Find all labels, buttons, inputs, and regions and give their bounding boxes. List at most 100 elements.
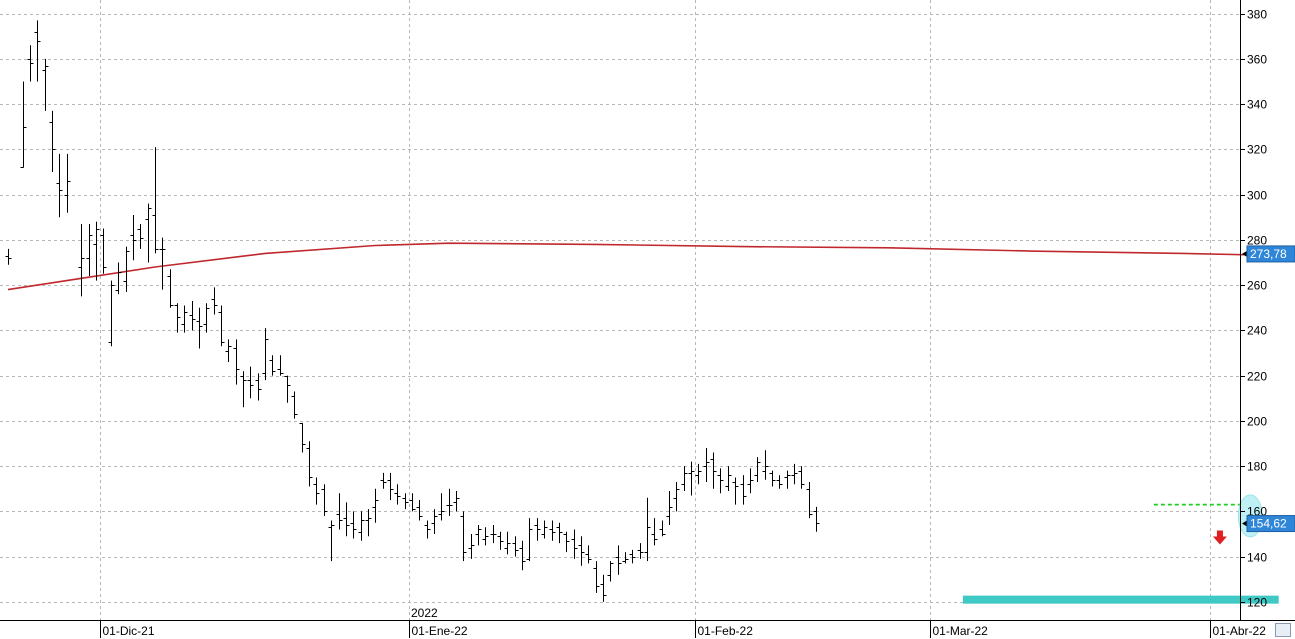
ohlc-bar	[460, 511, 467, 562]
ohlc-bar	[622, 552, 629, 564]
y-tick-label: 380	[1247, 8, 1267, 22]
ohlc-bar	[512, 536, 519, 557]
ohlc-bar	[365, 509, 372, 537]
ohlc-bar	[328, 520, 335, 562]
ohlc-bar	[431, 509, 438, 535]
ohlc-bar	[394, 484, 401, 505]
ohlc-bar	[181, 305, 188, 333]
ohlc-bar	[482, 527, 489, 546]
ohlc-bar	[747, 468, 754, 494]
moving-average-line	[7, 242, 1257, 291]
ohlc-bar	[34, 20, 41, 82]
y-tick-label: 220	[1247, 370, 1267, 384]
ohlc-bar	[247, 366, 254, 399]
ohlc-bar	[615, 545, 622, 575]
ohlc-bar	[526, 518, 533, 562]
ohlc-bar	[277, 355, 284, 376]
ohlc-bar	[769, 470, 776, 487]
ohlc-bar	[416, 500, 423, 521]
x-date-label: 01-Ene-22	[412, 624, 468, 638]
ohlc-bar	[350, 511, 357, 539]
y-tick-label: 280	[1247, 234, 1267, 248]
y-tick-label: 200	[1247, 415, 1267, 429]
ohlc-bar	[225, 339, 232, 363]
ohlc-bar	[593, 561, 600, 593]
ohlc-bar	[240, 371, 247, 408]
ohlc-bar	[666, 491, 673, 525]
ohlc-bar	[651, 518, 658, 546]
ohlc-bar	[468, 534, 475, 559]
ohlc-bar	[784, 470, 791, 489]
ohlc-bar	[358, 511, 365, 541]
ohlc-bar	[629, 549, 636, 564]
ohlc-bar	[64, 153, 71, 213]
ohlc-bar	[372, 488, 379, 523]
ohlc-bar	[211, 287, 218, 315]
ohlc-bar	[313, 477, 320, 505]
ohlc-bar	[269, 355, 276, 376]
ma-value-badge-text: 273,78	[1250, 247, 1287, 261]
ohlc-bar	[806, 481, 813, 519]
ohlc-bar	[49, 110, 56, 172]
ohlc-bar	[42, 58, 49, 111]
ohlc-bar	[93, 221, 100, 281]
price-bars	[5, 20, 820, 602]
ohlc-bar	[732, 477, 739, 505]
ohlc-bar	[490, 524, 497, 544]
ohlc-bar	[387, 472, 394, 501]
last-price-badge-text: 154,62	[1250, 517, 1287, 531]
ohlc-bar	[578, 536, 585, 566]
ohlc-bar	[637, 543, 644, 559]
ohlc-bar	[284, 375, 291, 403]
ohlc-bar	[233, 339, 240, 385]
ma-value-badge	[1246, 245, 1295, 263]
y-tick-label: 140	[1247, 551, 1267, 565]
ohlc-bar	[299, 423, 306, 453]
ohlc-bar	[402, 493, 409, 510]
ohlc-bar	[5, 248, 12, 265]
last-price-badge-pointer	[1242, 520, 1247, 527]
ohlc-bar	[196, 307, 203, 349]
ohlc-bar	[218, 305, 225, 347]
y-tick-label: 240	[1247, 324, 1267, 338]
ohlc-bar	[497, 531, 504, 550]
ohlc-bar	[343, 502, 350, 537]
x-date-label: 01-Dic-21	[103, 624, 155, 638]
ohlc-bar	[710, 452, 717, 489]
ohlc-bar	[571, 529, 578, 559]
ohlc-bar	[108, 280, 115, 347]
ohlc-bar	[291, 391, 298, 419]
ohlc-bar	[123, 246, 130, 292]
ohlc-bar	[100, 228, 107, 274]
ohlc-bar	[137, 224, 144, 249]
ohlc-bar	[703, 448, 710, 482]
ohlc-bar	[145, 203, 152, 263]
support-zone	[962, 595, 1279, 604]
ohlc-bar	[813, 506, 820, 532]
y-tick-label: 360	[1247, 53, 1267, 67]
ohlc-bar	[762, 450, 769, 480]
ohlc-bar	[27, 45, 34, 82]
ohlc-bar	[475, 524, 482, 546]
ohlc-bar	[754, 457, 761, 482]
year-label: 2022	[411, 606, 438, 620]
ohlc-bar	[695, 463, 702, 485]
ohlc-bar	[717, 468, 724, 494]
ohlc-bar	[262, 328, 269, 381]
ohlc-bar	[600, 574, 607, 602]
ohlc-bar	[159, 237, 166, 290]
ohlc-bar	[409, 493, 416, 512]
ohlc-bar	[776, 475, 783, 489]
ohlc-bar	[585, 545, 592, 564]
x-date-label: 01-Mar-22	[933, 624, 989, 638]
ohlc-bar	[167, 269, 174, 308]
ohlc-bar	[725, 466, 732, 492]
ohlc-bar	[519, 540, 526, 571]
chart-settings-button[interactable]	[1275, 623, 1291, 637]
ohlc-bar	[380, 472, 387, 489]
ohlc-bar	[556, 522, 563, 544]
ohlc-bar	[20, 81, 27, 168]
ohlc-bar	[336, 493, 343, 530]
x-date-label: 01-Abr-22	[1213, 624, 1267, 638]
